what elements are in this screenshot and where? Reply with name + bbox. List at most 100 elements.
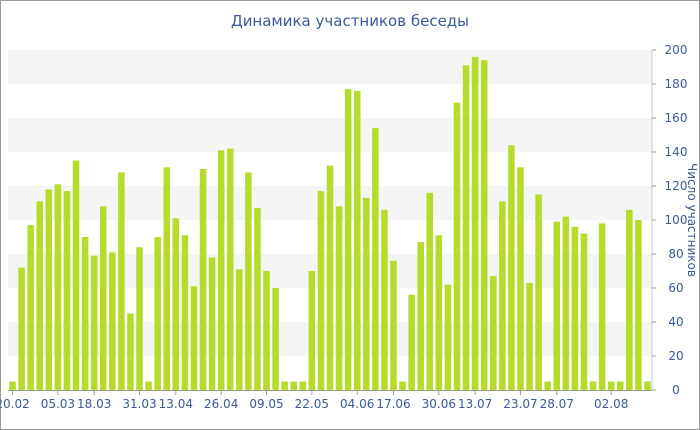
y-tick-label: 180 [665, 77, 688, 91]
bar [589, 381, 597, 390]
bar [190, 286, 198, 390]
bar [417, 242, 424, 390]
x-tick-label: 23.07 [503, 397, 537, 411]
x-tick-label: 20.02 [0, 397, 30, 411]
bar [453, 102, 461, 390]
bar [236, 269, 243, 390]
bar [281, 381, 288, 390]
bar [480, 60, 488, 390]
bar [290, 381, 297, 390]
bar [535, 194, 542, 390]
bar [109, 252, 116, 390]
bar [553, 221, 561, 390]
bar [145, 381, 152, 390]
bar [226, 148, 234, 390]
bar [272, 288, 279, 390]
y-axis-title: Число участников [685, 163, 699, 277]
bar [544, 381, 551, 390]
bar [308, 271, 316, 390]
bar [154, 237, 161, 390]
bar [517, 167, 524, 390]
bar [353, 90, 361, 391]
bar [562, 216, 570, 390]
bar [444, 284, 452, 390]
chart-title: Динамика участников беседы [230, 12, 470, 30]
y-tick-label: 200 [665, 43, 688, 57]
bar [90, 255, 98, 390]
bar [381, 209, 388, 390]
bar [571, 226, 579, 390]
bar [335, 206, 343, 390]
bar [607, 381, 615, 390]
y-tick-label: 100 [665, 213, 688, 227]
y-tick-label: 40 [668, 315, 683, 329]
y-tick-label: 160 [665, 111, 688, 125]
x-tick-label: 28.07 [540, 397, 574, 411]
bar [626, 209, 633, 390]
x-tick-label: 02.08 [594, 397, 628, 411]
y-tick-label: 0 [672, 383, 680, 397]
bar [181, 235, 189, 390]
x-tick-label: 09.05 [249, 397, 283, 411]
x-tick-label: 13.04 [159, 397, 193, 411]
bar [426, 192, 434, 390]
x-tick-label: 18.03 [77, 397, 111, 411]
bar [299, 381, 307, 390]
x-tick-label: 31.03 [122, 397, 156, 411]
bar [616, 381, 624, 390]
bar [72, 160, 80, 390]
bar [462, 65, 470, 391]
y-tick-label: 140 [665, 145, 688, 159]
x-tick-label: 30.06 [422, 397, 456, 411]
bar [99, 206, 107, 390]
bar [344, 89, 352, 390]
bar [245, 172, 252, 390]
bar [45, 189, 53, 390]
bar [363, 197, 370, 390]
bars-group [9, 56, 651, 391]
grid-band [8, 118, 652, 152]
bar [372, 128, 379, 390]
bar [127, 313, 134, 390]
bar [526, 282, 533, 390]
bar [81, 237, 89, 390]
bar [208, 257, 216, 390]
bar [635, 220, 642, 390]
bar [326, 165, 334, 390]
grid-band [8, 50, 652, 84]
y-tick-label: 20 [668, 349, 683, 363]
bar [598, 223, 606, 390]
bar [27, 225, 34, 390]
x-tick-label: 26.04 [204, 397, 238, 411]
bar [490, 276, 497, 390]
bar [36, 201, 44, 390]
bar [136, 247, 143, 390]
bar [63, 191, 71, 390]
bar [580, 233, 588, 390]
bar [408, 294, 415, 390]
bar [54, 184, 62, 390]
bar [499, 201, 506, 390]
x-tick-label: 05.03 [41, 397, 75, 411]
bar [390, 260, 397, 390]
x-tick-label: 04.06 [340, 397, 374, 411]
bar [644, 381, 651, 390]
bar [399, 381, 406, 390]
bar [118, 172, 125, 390]
x-tick-label: 13.07 [458, 397, 492, 411]
bar [263, 271, 270, 390]
bar [172, 218, 180, 390]
y-axis: 0 20 40 60 80 100 120 140 160 180 200 [651, 43, 688, 397]
bar [254, 208, 261, 390]
bar [471, 56, 479, 391]
bar [18, 267, 25, 390]
bar [317, 191, 325, 390]
bar [163, 167, 170, 390]
y-tick-label: 80 [668, 247, 683, 261]
bar [199, 169, 207, 390]
y-tick-label: 120 [665, 179, 688, 193]
x-tick-label: 22.05 [295, 397, 329, 411]
x-tick-label: 17.06 [376, 397, 410, 411]
